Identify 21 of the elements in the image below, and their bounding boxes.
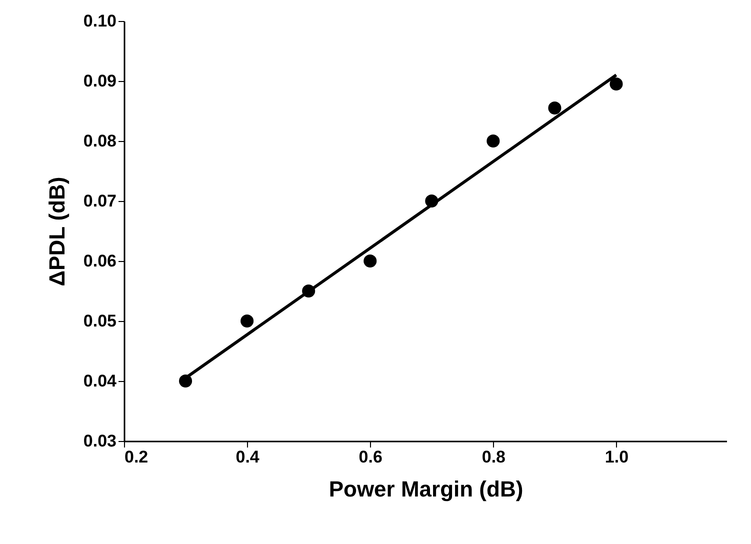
y-tick-label: 0.06 [83,252,116,270]
x-tick-label: 0.2 [124,448,148,466]
y-tick-label: 0.03 [83,432,116,450]
y-tick-label: 0.07 [83,192,116,210]
y-tick-label: 0.10 [83,12,116,30]
y-axis-title: ΔPDL (dB) [44,176,70,286]
point [179,374,192,388]
x-axis-title: Power Margin (dB) [328,476,524,502]
point [610,77,623,91]
point [548,101,562,115]
y-tick-label: 0.05 [83,312,116,330]
y-tick-label: 0.09 [83,72,116,90]
x-tick-label: 0.6 [358,448,382,466]
point [240,314,254,328]
y-tick-label: 0.08 [83,132,116,150]
x-tick-label: 1.0 [604,448,629,466]
x-tick-label: 0.4 [236,448,260,466]
y-tick-label: 0.04 [83,372,118,390]
x-tick-label: 0.8 [482,448,506,466]
point [486,134,500,148]
point [364,254,377,268]
